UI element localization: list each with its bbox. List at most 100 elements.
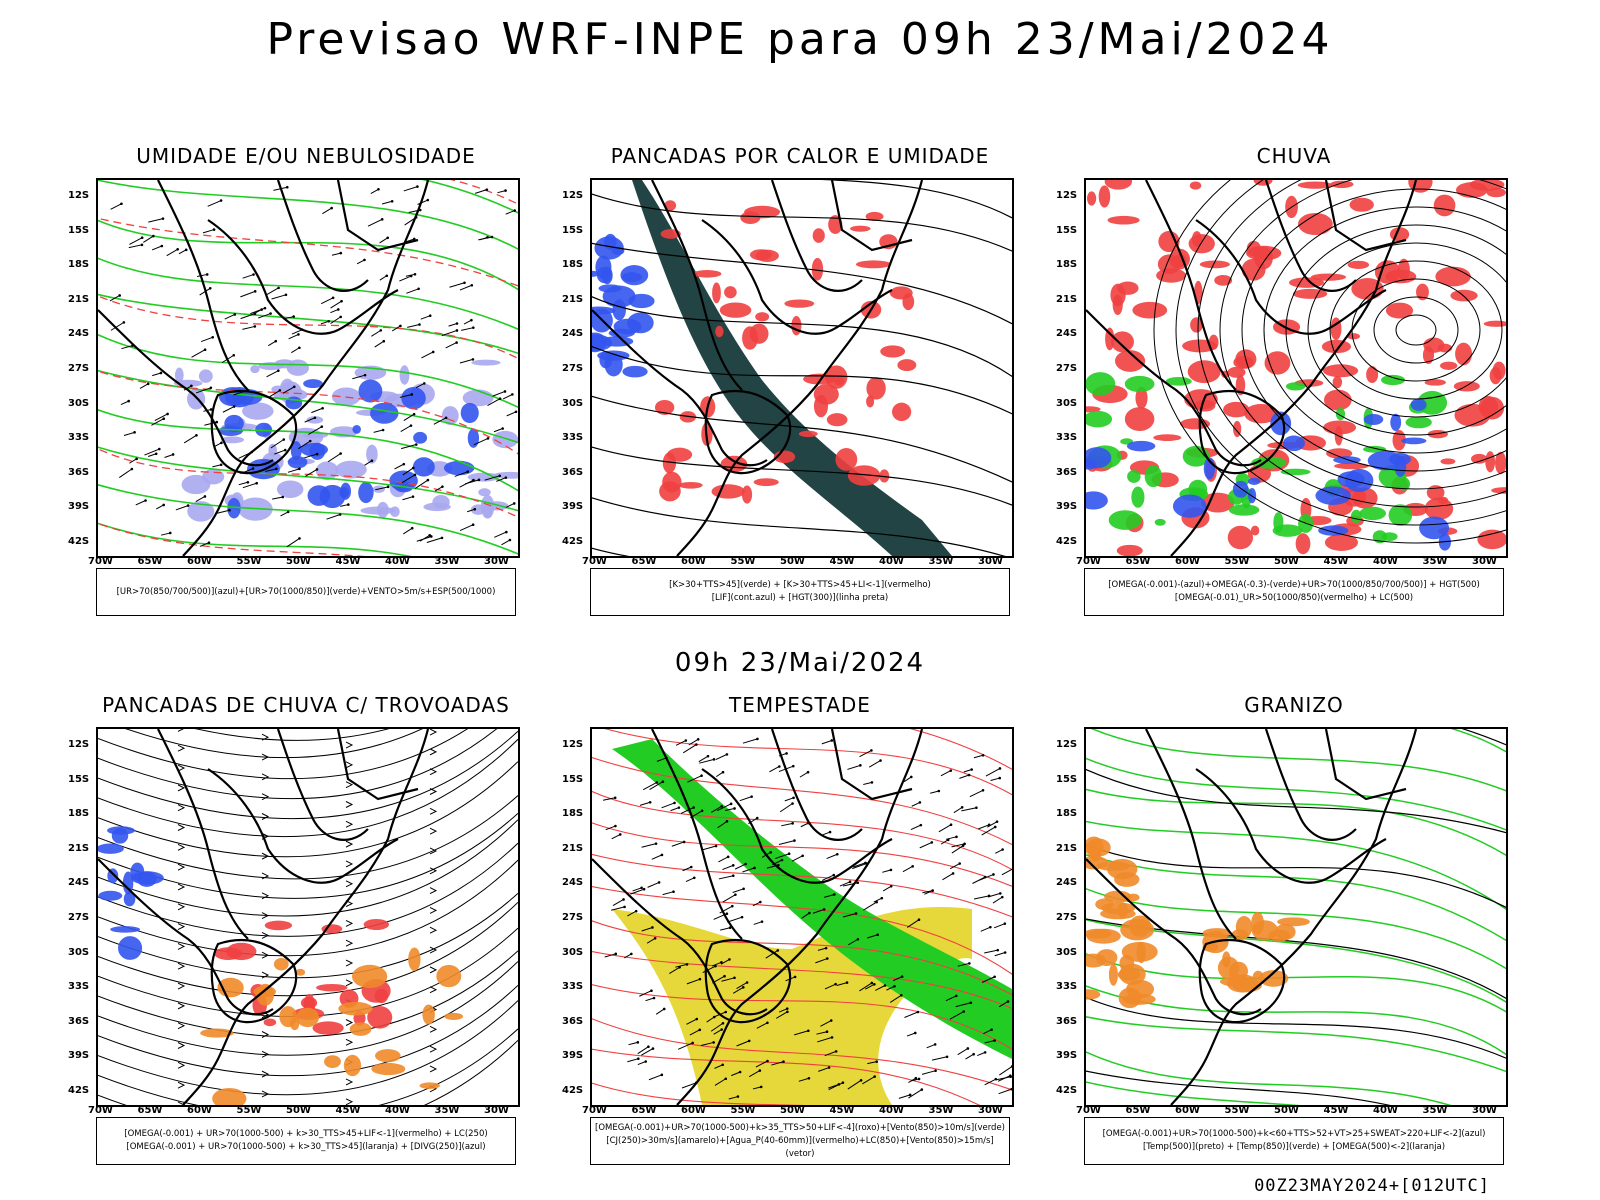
longitude-label: 55W bbox=[730, 556, 756, 567]
latitude-label: 18S bbox=[68, 808, 90, 820]
longitude-label: 40W bbox=[1373, 1105, 1398, 1116]
panel-title: UMIDADE E/OU NEBULOSIDADE bbox=[136, 144, 476, 168]
longitude-label: 65W bbox=[631, 1105, 657, 1116]
latitude-label: 21S bbox=[68, 293, 90, 305]
latitude-label: 18S bbox=[1056, 259, 1078, 271]
longitude-label: 30W bbox=[978, 1105, 1003, 1116]
legend-line: [LIF](cont.azul) + [HGT(300)](linha pret… bbox=[711, 593, 889, 603]
latitude-label: 33S bbox=[1056, 432, 1078, 444]
legend-line: [UR>70(850/700/500)](azul)+[UR>70(1000/8… bbox=[116, 586, 496, 597]
latitude-label: 39S bbox=[1056, 1050, 1078, 1062]
longitude-label: 30W bbox=[978, 556, 1003, 567]
longitude-label: 70W bbox=[1076, 1105, 1101, 1116]
legend-line: [OMEGA(-0.001)+UR>70(1000-500)+k>35_TTS>… bbox=[595, 1122, 1005, 1133]
panel-legend: [UR>70(850/700/500)](azul)+[UR>70(1000/8… bbox=[96, 568, 516, 616]
panel-legend: [OMEGA(-0.001) + UR>70(1000-500) + k>30_… bbox=[96, 1117, 516, 1165]
legend-line: [OMEGA(-0.001) + UR>70(1000-500) + k>30_… bbox=[126, 1142, 486, 1152]
longitude-label: 60W bbox=[1175, 1105, 1200, 1116]
panel-title: CHUVA bbox=[1256, 144, 1332, 168]
latitude-label: 27S bbox=[1056, 363, 1078, 374]
longitude-label: 35W bbox=[1422, 556, 1448, 567]
longitude-label: 30W bbox=[1472, 556, 1497, 567]
longitude-label: 70W bbox=[88, 556, 113, 567]
longitude-label: 65W bbox=[1125, 1105, 1151, 1116]
latitude-label: 42S bbox=[1056, 1085, 1078, 1096]
panel-title: PANCADAS POR CALOR E UMIDADE bbox=[610, 144, 990, 168]
latitude-label: 18S bbox=[1056, 808, 1078, 820]
latitude-label: 21S bbox=[562, 293, 584, 305]
latitude-label: 33S bbox=[68, 981, 90, 993]
latitude-label: 18S bbox=[562, 808, 584, 820]
latitude-label: 24S bbox=[68, 328, 90, 340]
latitude-label: 36S bbox=[1056, 466, 1078, 478]
longitude-label: 30W bbox=[1472, 1105, 1497, 1116]
latitude-label: 36S bbox=[562, 1015, 584, 1027]
latitude-label: 36S bbox=[68, 466, 90, 478]
latitude-label: 15S bbox=[562, 773, 584, 785]
longitude-label: 40W bbox=[879, 1105, 904, 1116]
legend-line: [OMEGA(-0.001)+UR>70(1000-500)+k<60+TTS>… bbox=[1102, 1129, 1486, 1139]
longitude-label: 45W bbox=[335, 1105, 361, 1116]
latitude-label: 24S bbox=[562, 877, 584, 889]
longitude-label: 50W bbox=[286, 556, 311, 567]
map-layers bbox=[98, 729, 518, 1105]
forecast-map bbox=[96, 178, 520, 558]
latitude-label: 39S bbox=[1056, 501, 1078, 513]
latitude-label: 42S bbox=[1056, 536, 1078, 547]
longitude-label: 55W bbox=[236, 556, 262, 567]
forecast-map bbox=[96, 727, 520, 1107]
legend-line: [Temp(500)](preto) + [Temp(850)](verde) … bbox=[1142, 1142, 1446, 1152]
longitude-label: 35W bbox=[1422, 1105, 1448, 1116]
latitude-label: 33S bbox=[562, 432, 584, 444]
latitude-label: 15S bbox=[1056, 773, 1078, 785]
longitude-label: 45W bbox=[1323, 556, 1349, 567]
longitude-label: 70W bbox=[582, 556, 607, 567]
longitude-label: 60W bbox=[1175, 556, 1200, 567]
longitude-label: 65W bbox=[1125, 556, 1151, 567]
legend-line: [OMEGA(-0.001) + UR>70(1000-500) + k>30_… bbox=[124, 1129, 488, 1139]
longitude-label: 40W bbox=[385, 1105, 410, 1116]
latitude-label: 24S bbox=[1056, 328, 1078, 340]
latitude-label: 30S bbox=[68, 397, 90, 409]
latitude-label: 18S bbox=[562, 259, 584, 271]
latitude-label: 24S bbox=[68, 877, 90, 889]
run-timestamp: 00Z23MAY2024+[012UTC] bbox=[1254, 1176, 1490, 1196]
latitude-label: 33S bbox=[1056, 981, 1078, 993]
latitude-label: 30S bbox=[68, 946, 90, 958]
latitude-label: 27S bbox=[68, 912, 90, 923]
longitude-label: 30W bbox=[484, 1105, 509, 1116]
latitude-label: 39S bbox=[562, 501, 584, 513]
longitude-label: 55W bbox=[236, 1105, 262, 1116]
panel-legend: [K>30+TTS>45](verde) + [K>30+TTS>45+LI<-… bbox=[590, 568, 1010, 616]
longitude-label: 65W bbox=[137, 556, 163, 567]
longitude-label: 55W bbox=[730, 1105, 756, 1116]
latitude-label: 15S bbox=[562, 224, 584, 236]
latitude-label: 21S bbox=[1056, 293, 1078, 305]
longitude-label: 35W bbox=[434, 556, 460, 567]
legend-line: [K>30+TTS>45](verde) + [K>30+TTS>45+LI<-… bbox=[669, 580, 931, 590]
longitude-label: 40W bbox=[385, 556, 410, 567]
latitude-label: 21S bbox=[562, 842, 584, 854]
map-layers bbox=[592, 729, 1012, 1105]
latitude-label: 21S bbox=[68, 842, 90, 854]
latitude-label: 39S bbox=[562, 1050, 584, 1062]
latitude-label: 42S bbox=[562, 536, 584, 547]
longitude-label: 30W bbox=[484, 556, 509, 567]
longitude-label: 50W bbox=[1274, 556, 1299, 567]
longitude-label: 70W bbox=[88, 1105, 113, 1116]
latitude-label: 39S bbox=[68, 501, 90, 513]
panel-title: GRANIZO bbox=[1244, 693, 1344, 717]
main-title: Previsao WRF-INPE para 09h 23/Mai/2024 bbox=[266, 14, 1334, 65]
panel-title: PANCADAS DE CHUVA C/ TROVOADAS bbox=[102, 693, 510, 717]
longitude-label: 60W bbox=[681, 1105, 706, 1116]
latitude-label: 24S bbox=[562, 328, 584, 340]
valid-time-title: 09h 23/Mai/2024 bbox=[674, 648, 926, 678]
latitude-label: 30S bbox=[1056, 397, 1078, 409]
longitude-label: 45W bbox=[829, 1105, 855, 1116]
latitude-label: 36S bbox=[1056, 1015, 1078, 1027]
map-layers bbox=[1086, 180, 1506, 556]
longitude-label: 35W bbox=[928, 556, 954, 567]
latitude-label: 27S bbox=[562, 363, 584, 374]
legend-line: [OMEGA(-0.001)-(azul)+OMEGA(-0.3)-(verde… bbox=[1108, 580, 1480, 590]
longitude-label: 35W bbox=[434, 1105, 460, 1116]
